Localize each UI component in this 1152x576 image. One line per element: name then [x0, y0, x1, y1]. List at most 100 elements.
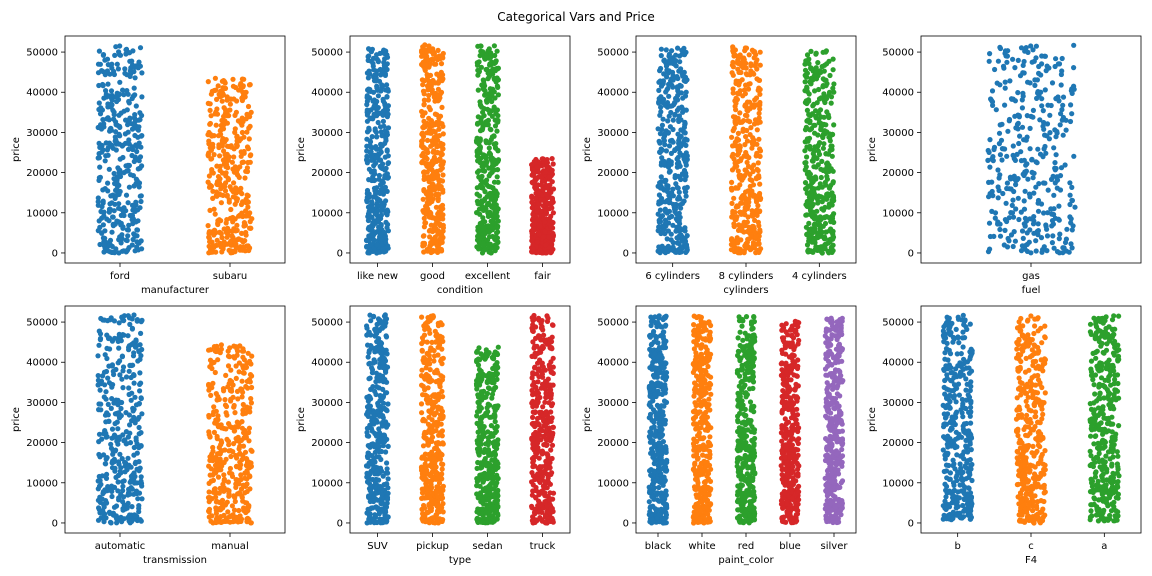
point-gas	[996, 141, 1003, 147]
point-like-new	[380, 118, 386, 124]
point-gas	[1039, 96, 1045, 102]
point-ford	[114, 98, 120, 105]
point-like-new	[383, 239, 389, 246]
point-gas	[1037, 151, 1044, 157]
point-SUV	[364, 425, 370, 431]
point-ford	[137, 110, 143, 116]
point-ford	[126, 184, 132, 190]
point-manual	[206, 347, 212, 353]
point-SUV	[366, 410, 372, 416]
point-ford	[101, 95, 107, 101]
point-ford	[96, 100, 102, 106]
point-ford	[113, 122, 119, 128]
x-tick-label: 6 cylinders	[645, 271, 700, 282]
point-gas	[1036, 70, 1042, 76]
point-ford	[106, 166, 112, 172]
point-manual	[206, 387, 212, 393]
point-good	[421, 118, 427, 124]
point-ford	[110, 221, 116, 227]
point-8-cylinders	[729, 153, 735, 159]
point-excellent	[477, 183, 483, 189]
point-like-new	[381, 47, 387, 53]
point-like-new	[364, 243, 370, 249]
point-automatic	[119, 479, 126, 485]
point-gas	[1016, 216, 1022, 223]
point-manual	[247, 372, 254, 378]
point-4-cylinders	[815, 198, 821, 204]
point-ford	[115, 165, 121, 171]
point-subaru	[247, 210, 253, 216]
point-gas	[1033, 238, 1039, 244]
point-manual	[214, 343, 220, 349]
point-excellent	[495, 113, 501, 119]
point-manual	[223, 372, 229, 378]
point-like-new	[378, 157, 384, 163]
point-like-new	[382, 184, 388, 190]
point-ford	[137, 193, 143, 199]
point-good	[436, 79, 442, 85]
point-subaru	[244, 165, 250, 171]
point-fair	[534, 164, 541, 170]
point-gas	[1009, 202, 1015, 208]
point-ford	[134, 227, 141, 233]
point-ford	[107, 126, 113, 132]
point-good	[437, 55, 443, 62]
point-automatic	[133, 338, 139, 344]
point-automatic	[121, 494, 127, 500]
point-like-new	[382, 140, 388, 146]
point-gas	[1034, 228, 1040, 234]
point-4-cylinders	[830, 67, 836, 73]
point-ford	[97, 241, 103, 248]
point-like-new	[380, 112, 386, 118]
point-gas	[1008, 176, 1014, 182]
point-like-new	[373, 154, 379, 160]
point-gas	[1009, 210, 1016, 216]
point-automatic	[136, 468, 142, 474]
point-subaru	[224, 113, 230, 119]
point-subaru	[212, 211, 218, 217]
point-gas	[1052, 127, 1058, 133]
point-subaru	[218, 244, 224, 250]
point-subaru	[241, 223, 247, 229]
point-SUV	[385, 401, 391, 407]
point-ford	[112, 134, 118, 140]
point-4-cylinders	[823, 122, 829, 128]
point-subaru	[208, 184, 214, 190]
point-like-new	[374, 52, 380, 58]
point-like-new	[378, 71, 384, 77]
point-4-cylinders	[808, 65, 815, 72]
point-subaru	[206, 138, 212, 144]
point-automatic	[116, 345, 122, 351]
point-4-cylinders	[803, 160, 809, 166]
point-manual	[246, 465, 253, 471]
x-tick-label: like new	[357, 271, 398, 282]
point-excellent	[486, 73, 492, 79]
point-automatic	[106, 335, 113, 341]
point-6-cylinders	[682, 119, 688, 125]
point-subaru	[215, 133, 222, 139]
point-6-cylinders	[683, 249, 689, 255]
point-subaru	[234, 142, 240, 148]
point-good	[437, 204, 443, 210]
point-manual	[213, 519, 219, 526]
point-ford	[112, 52, 118, 59]
y-tick-label: 10000	[26, 208, 58, 219]
figure-title: Categorical Vars and Price	[497, 10, 655, 24]
point-like-new	[374, 134, 380, 140]
point-SUV	[376, 454, 382, 460]
point-6-cylinders	[668, 159, 674, 165]
point-excellent	[476, 206, 482, 212]
point-ford	[96, 175, 102, 181]
point-manual	[246, 438, 252, 444]
point-excellent	[480, 49, 486, 55]
strip-points	[655, 44, 837, 256]
point-ford	[129, 58, 135, 64]
point-good	[423, 220, 429, 226]
point-like-new	[381, 229, 387, 235]
point-ford	[132, 92, 138, 98]
point-excellent	[481, 231, 487, 237]
point-good	[438, 61, 445, 67]
point-manual	[246, 504, 252, 510]
point-6-cylinders	[673, 52, 679, 58]
point-subaru	[214, 111, 221, 117]
